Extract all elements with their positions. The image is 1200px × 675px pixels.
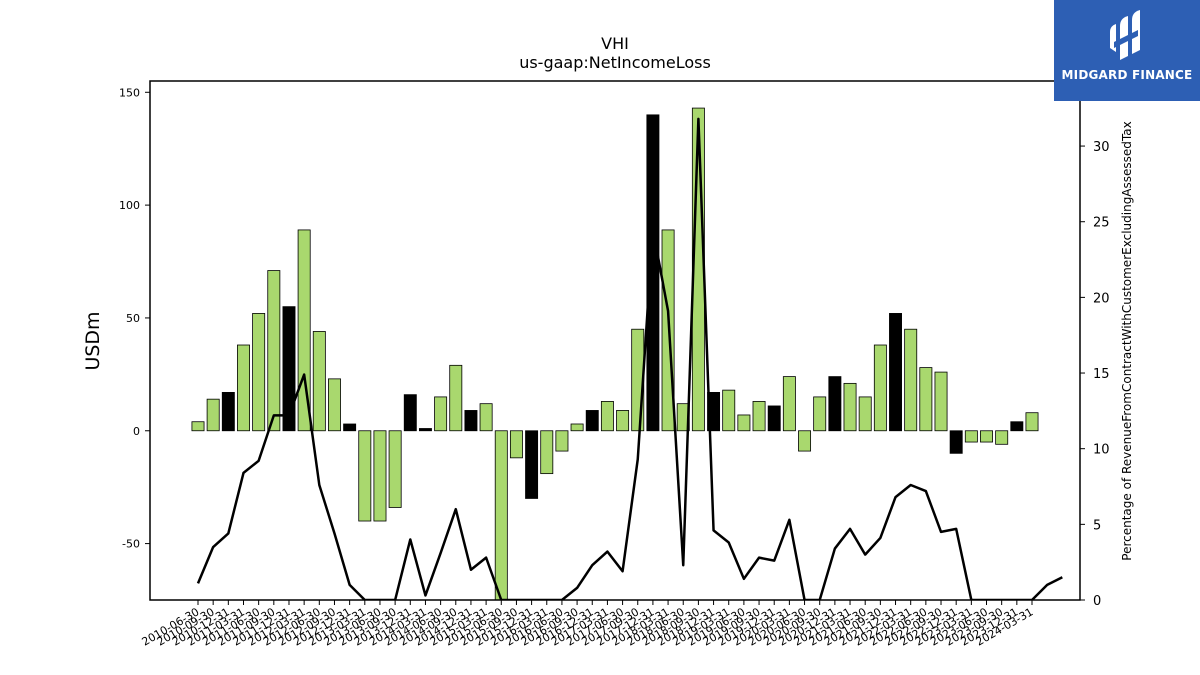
bar bbox=[1010, 421, 1024, 432]
bar bbox=[373, 430, 387, 522]
y2-tick-label: 10 bbox=[1093, 443, 1110, 458]
bar bbox=[343, 423, 357, 432]
bar bbox=[964, 430, 978, 443]
bar bbox=[191, 421, 205, 432]
bar bbox=[267, 270, 281, 432]
y2-tick-label: 20 bbox=[1093, 291, 1110, 306]
bar bbox=[585, 410, 599, 432]
bar bbox=[919, 367, 933, 432]
y-tick-label: 150 bbox=[119, 86, 140, 99]
bar bbox=[752, 401, 766, 432]
bars-group bbox=[191, 107, 1039, 600]
bar bbox=[949, 430, 963, 454]
bar bbox=[813, 396, 827, 432]
y2-axis-label: Percentage of RevenueFromContractWithCus… bbox=[1120, 121, 1134, 560]
bar bbox=[1025, 412, 1039, 432]
bar bbox=[388, 430, 402, 508]
bar bbox=[798, 430, 812, 452]
bar bbox=[206, 398, 220, 432]
bar bbox=[525, 430, 539, 499]
bar bbox=[737, 414, 751, 432]
line-series bbox=[196, 117, 1063, 600]
bar bbox=[479, 403, 493, 432]
y-tick-label: 50 bbox=[126, 312, 140, 325]
chart-title: VHI bbox=[601, 34, 629, 53]
bar bbox=[449, 364, 463, 432]
y-tick-label: 100 bbox=[119, 199, 140, 212]
y2-tick-label: 30 bbox=[1093, 140, 1110, 155]
chart-subtitle: us-gaap:NetIncomeLoss bbox=[519, 53, 711, 72]
bar bbox=[646, 114, 660, 432]
bar bbox=[509, 430, 523, 459]
y2-tick-label: 15 bbox=[1093, 367, 1110, 382]
bar bbox=[570, 423, 584, 432]
bar bbox=[995, 430, 1009, 445]
bar bbox=[828, 376, 842, 432]
bar bbox=[873, 344, 887, 432]
bar bbox=[722, 389, 736, 432]
y-axis-label: USDm bbox=[82, 311, 104, 370]
bar bbox=[540, 430, 554, 475]
brand-logo: MIDGARD FINANCE bbox=[1054, 0, 1200, 101]
bar bbox=[282, 306, 296, 432]
bar bbox=[767, 405, 781, 432]
bar bbox=[616, 410, 630, 432]
bar bbox=[904, 328, 918, 432]
bar bbox=[555, 430, 569, 452]
bar bbox=[252, 313, 266, 432]
logo-text: MIDGARD FINANCE bbox=[1061, 68, 1193, 82]
bar bbox=[494, 430, 508, 600]
logo-mark-icon bbox=[1110, 10, 1140, 60]
bar bbox=[312, 331, 326, 432]
bar bbox=[434, 396, 448, 432]
bar bbox=[980, 430, 993, 443]
bar bbox=[843, 382, 857, 432]
bar bbox=[858, 396, 872, 432]
line-group bbox=[196, 117, 1063, 600]
y2-tick-label: 0 bbox=[1093, 594, 1101, 609]
bar bbox=[358, 430, 372, 522]
y-tick-label: 0 bbox=[133, 425, 140, 438]
bar bbox=[464, 410, 478, 432]
y2-tick-label: 25 bbox=[1093, 216, 1110, 231]
bar bbox=[221, 391, 235, 432]
bar bbox=[782, 376, 796, 432]
bar bbox=[237, 344, 250, 432]
y-tick-label: -50 bbox=[122, 538, 140, 551]
bar bbox=[418, 428, 432, 432]
plot-frame bbox=[149, 80, 1081, 601]
y2-tick-label: 5 bbox=[1093, 518, 1101, 533]
axes-group: -500501001500510152025302010-06-302010-0… bbox=[119, 80, 1110, 649]
bar bbox=[600, 401, 614, 432]
bar bbox=[328, 378, 341, 432]
bar bbox=[889, 313, 902, 432]
bar bbox=[934, 371, 948, 432]
bar bbox=[403, 394, 417, 432]
